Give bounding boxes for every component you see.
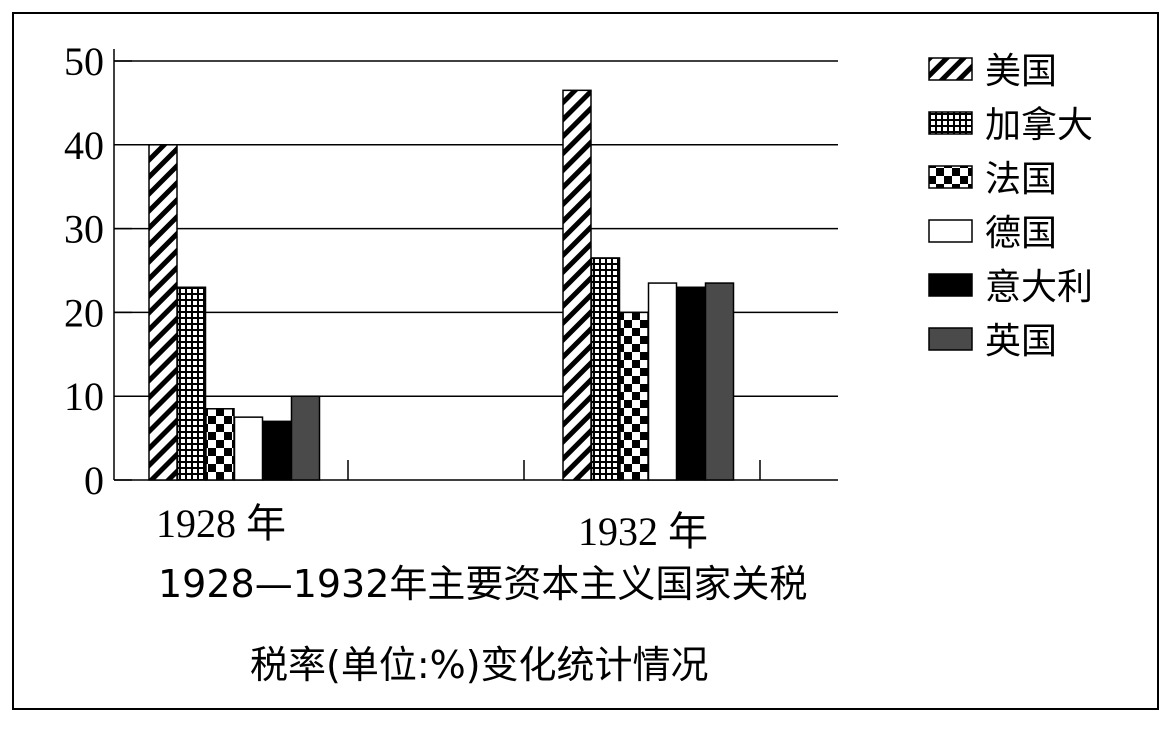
legend-swatch: [928, 57, 973, 81]
legend-label: 加拿大: [985, 105, 1093, 146]
chart-subtitle: 税率(单位:%)变化统计情况: [250, 643, 709, 687]
bar-5-0: [290, 395, 321, 481]
bar-3-1: [647, 282, 678, 481]
bar-3-0: [233, 416, 264, 481]
chart-title: 1928—1932年主要资本主义国家关税: [158, 562, 807, 606]
bar-0-1: [562, 89, 592, 481]
bar-4-1: [676, 286, 706, 481]
x-tick-label: 1928 年: [156, 501, 286, 546]
y-tick-label: 50: [64, 39, 104, 84]
legend-swatch: [928, 219, 973, 243]
labels: 1928—1932年主要资本主义国家关税 税率(单位:%)变化统计情况: [158, 562, 807, 687]
y-tick-label: 0: [84, 458, 104, 503]
bar-4-0: [262, 420, 292, 481]
bar-2-0: [205, 408, 235, 481]
legend-swatch: [928, 111, 973, 135]
bar-0-0: [148, 144, 178, 481]
bar-1-1: [590, 257, 621, 481]
legend-label: 法国: [985, 159, 1057, 200]
bar-5-1: [704, 282, 735, 481]
y-tick-label: 10: [64, 374, 104, 419]
y-tick-label: 20: [64, 290, 104, 335]
legend-label: 德国: [985, 213, 1057, 254]
x-tick-label: 1932 年: [578, 509, 708, 554]
y-tick-label: 40: [64, 123, 104, 168]
legend-label: 英国: [985, 321, 1057, 362]
legend-swatch: [928, 273, 973, 297]
legend-label: 美国: [985, 51, 1057, 92]
bar-1-0: [176, 286, 207, 481]
legend-swatch: [928, 165, 973, 189]
legend-swatch: [928, 327, 973, 351]
bar-2-1: [619, 311, 649, 481]
y-tick-label: 30: [64, 207, 104, 252]
legend-label: 意大利: [985, 267, 1093, 308]
axes: 0 10 20 30 40 50 1928 年 1932 年: [64, 39, 838, 554]
bars: [148, 89, 735, 481]
